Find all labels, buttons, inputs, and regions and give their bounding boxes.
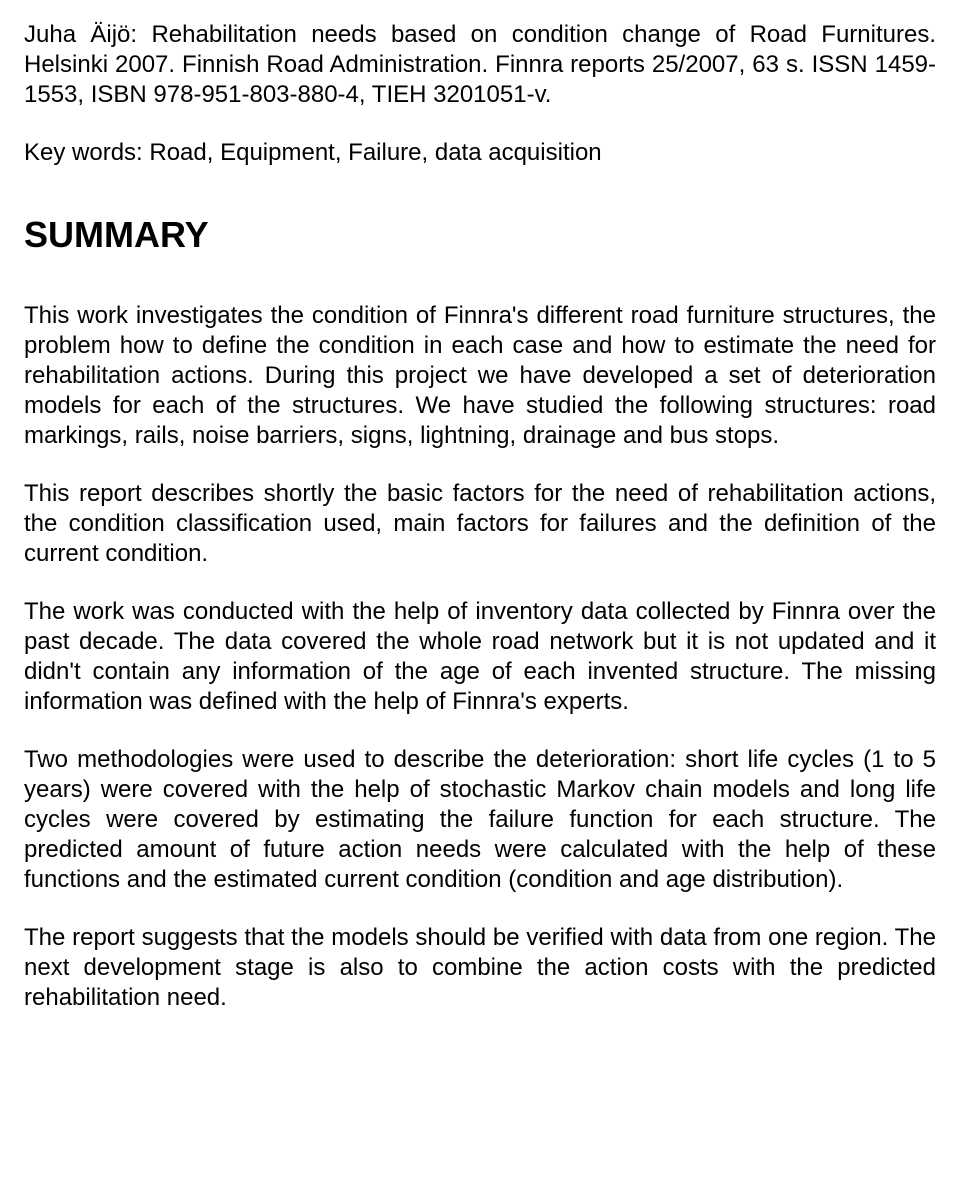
- summary-paragraph: This work investigates the condition of …: [24, 301, 936, 451]
- summary-paragraph: This report describes shortly the basic …: [24, 479, 936, 569]
- summary-paragraph: The report suggests that the models shou…: [24, 923, 936, 1013]
- summary-paragraph: Two methodologies were used to describe …: [24, 745, 936, 895]
- citation-rest: Helsinki 2007. Finnish Road Administrati…: [24, 51, 936, 108]
- citation-block: Juha Äijö: Rehabilitation needs based on…: [24, 20, 936, 110]
- keywords-line: Key words: Road, Equipment, Failure, dat…: [24, 138, 936, 168]
- citation-author: Juha Äijö:: [24, 21, 137, 48]
- summary-paragraph: The work was conducted with the help of …: [24, 597, 936, 717]
- citation-title: Rehabilitation needs based on condition …: [151, 21, 936, 48]
- summary-heading: SUMMARY: [24, 212, 936, 257]
